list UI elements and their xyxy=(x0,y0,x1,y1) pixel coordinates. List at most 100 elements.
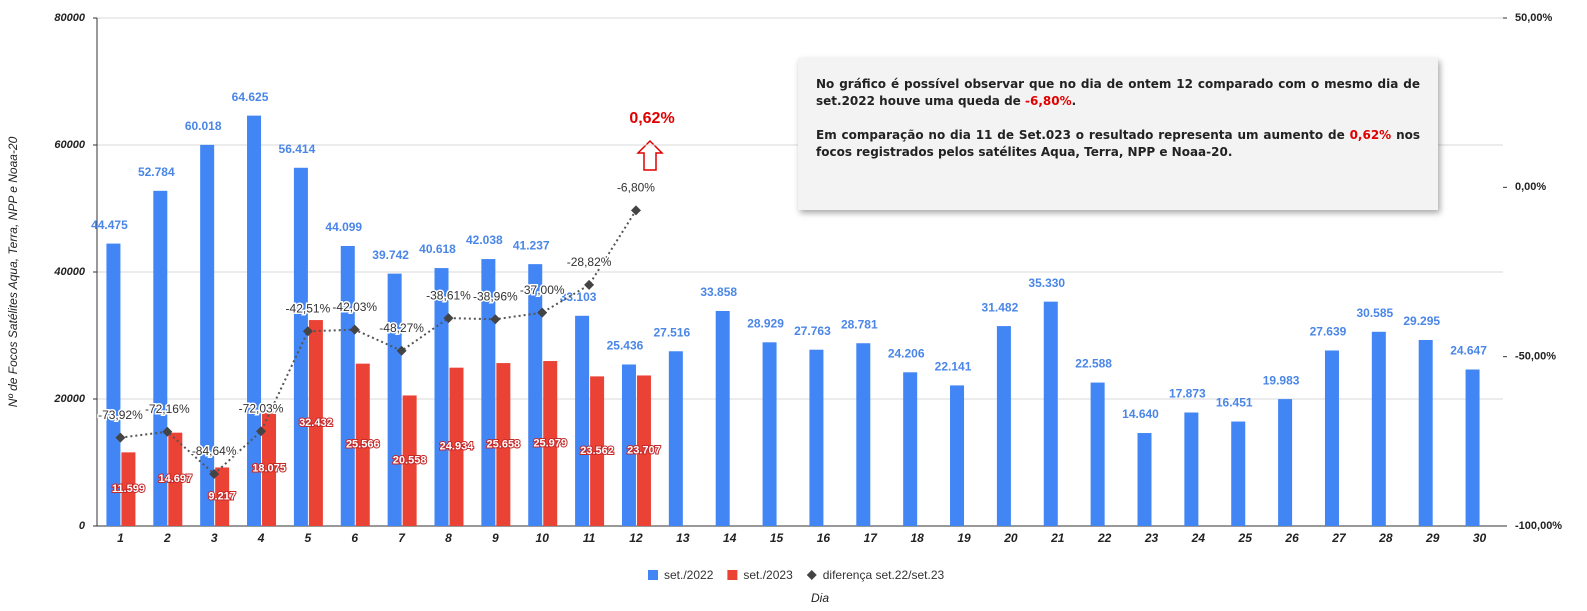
bar xyxy=(387,273,402,526)
data-label: 22.588 xyxy=(1075,357,1112,371)
data-label: 40.618 xyxy=(419,242,456,256)
data-label: 33.858 xyxy=(700,285,737,299)
data-label: 11.599 xyxy=(112,483,145,495)
bar xyxy=(168,432,183,526)
data-label: 42.038 xyxy=(466,233,503,247)
bar xyxy=(200,144,215,527)
x-tick-label: 10 xyxy=(536,531,550,545)
data-label: 27.639 xyxy=(1310,325,1347,339)
bar xyxy=(153,190,168,526)
y2-tick-label: -50,00% xyxy=(1515,351,1556,363)
data-label: -42,51% xyxy=(286,301,331,315)
bar xyxy=(481,259,496,526)
data-label: 24.934 xyxy=(440,441,475,453)
bar xyxy=(575,315,590,526)
data-label: 14.697 xyxy=(158,473,192,485)
legend-marker xyxy=(727,570,738,580)
callout: 0,62% xyxy=(629,110,674,127)
x-tick-label: 12 xyxy=(629,531,643,545)
data-label: 25.979 xyxy=(533,437,567,449)
x-tick-label: 20 xyxy=(1003,531,1018,545)
data-label: 30.585 xyxy=(1356,306,1393,320)
data-label: 24.647 xyxy=(1450,344,1487,358)
data-label: 44.099 xyxy=(325,220,362,234)
data-label: 17.873 xyxy=(1169,387,1206,401)
bar xyxy=(528,264,543,526)
point xyxy=(209,468,220,479)
text: No gráfico é possível observar que no di… xyxy=(816,77,1420,108)
data-label: 18.075 xyxy=(252,463,286,475)
data-label: -37,00% xyxy=(520,283,565,297)
bar xyxy=(762,342,777,526)
data-label: 28.929 xyxy=(747,316,784,330)
bar xyxy=(247,115,262,526)
text: . xyxy=(1071,94,1077,108)
data-label: -73,92% xyxy=(98,408,143,422)
data-label: -72,16% xyxy=(145,402,190,416)
x-tick-label: 24 xyxy=(1191,531,1206,545)
bar xyxy=(1278,399,1293,526)
bar xyxy=(262,411,277,526)
bar xyxy=(636,375,651,526)
bar xyxy=(856,343,871,526)
bar xyxy=(1043,301,1058,526)
y2-tick-label: 0,00% xyxy=(1515,181,1546,193)
bar xyxy=(1137,433,1152,526)
data-label: -42,03% xyxy=(332,300,377,314)
text: Em comparação no dia 11 de Set.023 o res… xyxy=(816,128,1350,142)
x-tick-label: 13 xyxy=(676,531,690,545)
point xyxy=(162,426,173,437)
text: nos focos registrados pelos satélites Aq… xyxy=(816,128,1420,159)
y-tick-label: 40000 xyxy=(53,266,85,278)
y-tick-label: 60000 xyxy=(54,139,85,151)
y2-tick-label: -100,00% xyxy=(1515,520,1562,532)
x-tick-label: 6 xyxy=(351,531,358,545)
x-axis-title: Dia xyxy=(811,591,829,605)
annotation: No gráfico é possível observar que no di… xyxy=(798,58,1438,210)
x-tick-label: 7 xyxy=(398,531,406,545)
bar xyxy=(449,367,464,526)
x-tick-label: 22 xyxy=(1097,531,1112,545)
data-label: 29.295 xyxy=(1403,314,1440,328)
data-label: 23.562 xyxy=(580,445,614,457)
x-tick-label: 3 xyxy=(211,531,218,545)
bar xyxy=(106,243,121,527)
bar xyxy=(543,361,558,526)
bar xyxy=(496,363,511,526)
point xyxy=(630,205,641,216)
bar xyxy=(621,364,636,526)
bar xyxy=(1090,382,1105,526)
text: -6,80% xyxy=(1025,94,1072,108)
data-label: 44.475 xyxy=(91,218,128,232)
data-label: 27.763 xyxy=(794,324,831,338)
point xyxy=(256,426,267,437)
data-label: -72,03% xyxy=(239,401,284,415)
data-label: 60.018 xyxy=(185,119,222,133)
y-tick-label: 80000 xyxy=(54,12,85,24)
bar xyxy=(1184,412,1199,526)
bar xyxy=(903,372,918,526)
x-tick-label: 23 xyxy=(1144,531,1159,545)
y-tick-label: 0 xyxy=(79,520,86,532)
x-tick-label: 21 xyxy=(1050,531,1065,545)
x-tick-label: 5 xyxy=(305,531,312,545)
point xyxy=(302,326,313,337)
x-tick-label: 16 xyxy=(817,531,831,545)
x-tick-label: 25 xyxy=(1238,531,1253,545)
bar xyxy=(355,363,370,526)
data-label: -28,82% xyxy=(567,255,612,269)
data-label: 33.103 xyxy=(560,290,597,304)
point xyxy=(443,313,454,324)
data-label: 56.414 xyxy=(279,142,316,156)
bar xyxy=(1465,369,1480,526)
data-label: 52.784 xyxy=(138,165,175,179)
data-label: 25.436 xyxy=(607,339,644,353)
y-axis-title: Nº de Focos Satélites Aqua, Terra, NPP e… xyxy=(6,136,20,407)
x-tick-label: 4 xyxy=(257,531,265,545)
y-tick-label: 20000 xyxy=(53,393,85,405)
data-label: 28.781 xyxy=(841,317,878,331)
bar xyxy=(1231,421,1246,526)
data-label: 22.141 xyxy=(935,360,972,374)
data-label: 25.566 xyxy=(346,439,380,451)
